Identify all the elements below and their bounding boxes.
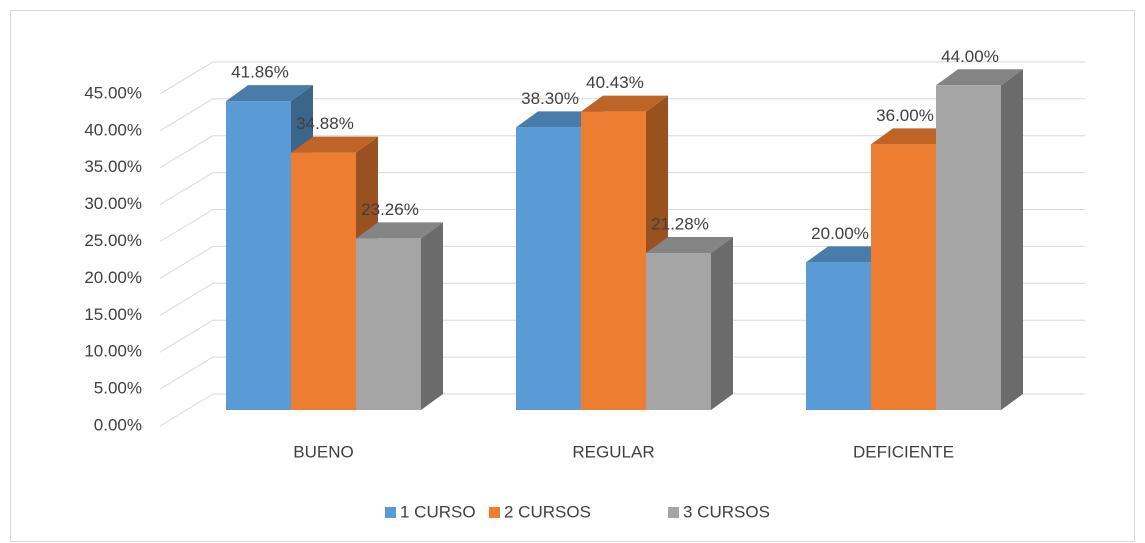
x-tick-label: DEFICIENTE <box>853 442 954 461</box>
bar-top <box>226 85 313 102</box>
bar <box>936 85 1001 410</box>
data-label: 21.28% <box>651 214 709 233</box>
bar <box>226 101 291 411</box>
grid-line <box>159 98 214 132</box>
bar <box>356 238 421 410</box>
grid-line <box>159 356 214 390</box>
x-tick-label: BUENO <box>293 442 353 461</box>
legend-label: 2 CURSOS <box>504 502 591 521</box>
legend-swatch <box>668 507 679 518</box>
y-tick-label: 30.00% <box>84 194 142 213</box>
bar <box>581 111 646 411</box>
grid-line <box>159 282 214 316</box>
bar <box>806 262 871 410</box>
y-tick-label: 5.00% <box>94 379 142 398</box>
data-label: 40.43% <box>586 73 644 92</box>
bar-top <box>646 236 733 253</box>
grid-line <box>159 61 214 95</box>
bar <box>516 127 581 410</box>
y-tick-label: 35.00% <box>84 157 142 176</box>
bar-top <box>936 69 1023 86</box>
y-tick-label: 20.00% <box>84 268 142 287</box>
grid-line <box>159 135 214 169</box>
bar-top <box>581 95 668 112</box>
grid-line <box>159 393 214 427</box>
y-tick-label: 45.00% <box>84 83 142 102</box>
grid-line <box>159 172 214 206</box>
grid-line <box>159 209 214 242</box>
bar-top <box>356 222 443 239</box>
y-tick-label: 15.00% <box>84 305 142 324</box>
legend-swatch <box>489 507 500 518</box>
bar-side <box>1001 69 1023 410</box>
bar-side <box>421 222 443 410</box>
y-tick-label: 10.00% <box>84 342 142 361</box>
data-label: 38.30% <box>521 89 579 108</box>
data-label: 41.86% <box>231 63 289 82</box>
grid-line <box>159 319 214 353</box>
data-label: 23.26% <box>361 200 419 219</box>
y-tick-label: 25.00% <box>84 231 142 250</box>
bar <box>291 152 356 410</box>
data-label: 36.00% <box>876 106 934 125</box>
x-tick-label: REGULAR <box>572 442 654 461</box>
bar-side <box>711 236 733 410</box>
legend-label: 3 CURSOS <box>683 502 770 521</box>
legend-label: 1 CURSO <box>400 502 476 521</box>
y-tick-label: 0.00% <box>94 415 142 434</box>
bar <box>646 252 711 410</box>
bar <box>871 144 936 410</box>
data-label: 34.88% <box>296 114 354 133</box>
y-tick-label: 40.00% <box>84 120 142 139</box>
grid-line <box>159 245 214 279</box>
legend-swatch <box>385 507 396 518</box>
bar-top <box>291 136 378 153</box>
data-label: 44.00% <box>941 47 999 66</box>
data-label: 20.00% <box>811 224 869 243</box>
